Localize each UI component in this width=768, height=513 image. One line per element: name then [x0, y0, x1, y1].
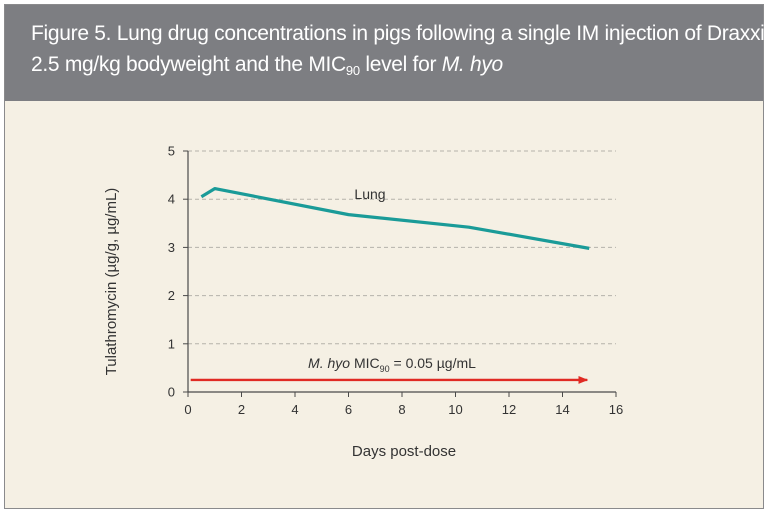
y-tick-label: 4	[168, 192, 175, 207]
x-tick-label: 10	[448, 402, 462, 417]
mic-subscript: 90	[380, 364, 390, 374]
annotation-layer: M. hyo MIC90 = 0.05 µg/mL	[191, 355, 588, 380]
x-tick-label: 16	[609, 402, 623, 417]
x-tick-label: 0	[184, 402, 191, 417]
grid-layer	[188, 151, 616, 344]
y-axis-title: Tulathromycin (µg/g, µg/mL)	[103, 188, 120, 376]
y-tick-label: 0	[168, 385, 175, 400]
x-axis-title: Days post-dose	[352, 443, 456, 460]
series-layer: Lung	[201, 186, 589, 248]
x-tick-label: 14	[555, 402, 569, 417]
x-tick-label: 6	[345, 402, 352, 417]
series-label-lung: Lung	[354, 186, 385, 202]
x-tick-label: 12	[502, 402, 516, 417]
y-tick-label: 1	[168, 336, 175, 351]
y-tick-label: 2	[168, 288, 175, 303]
x-tick-label: 2	[238, 402, 245, 417]
x-tick-label: 4	[291, 402, 298, 417]
mic-organism: M. hyo	[308, 355, 350, 371]
mic-label: M. hyo MIC90 = 0.05 µg/mL	[308, 355, 476, 374]
mic-text: MIC	[350, 355, 380, 371]
series-line-lung	[201, 189, 589, 249]
x-tick-label: 8	[398, 402, 405, 417]
chart-svg: 0123450 2 4 6 8 10 12 14 16 Lung M. hyo MIC90 = …	[0, 0, 768, 513]
y-tick-label: 5	[168, 144, 175, 159]
y-tick-label: 3	[168, 240, 175, 255]
mic-value: = 0.05 µg/mL	[390, 355, 476, 371]
